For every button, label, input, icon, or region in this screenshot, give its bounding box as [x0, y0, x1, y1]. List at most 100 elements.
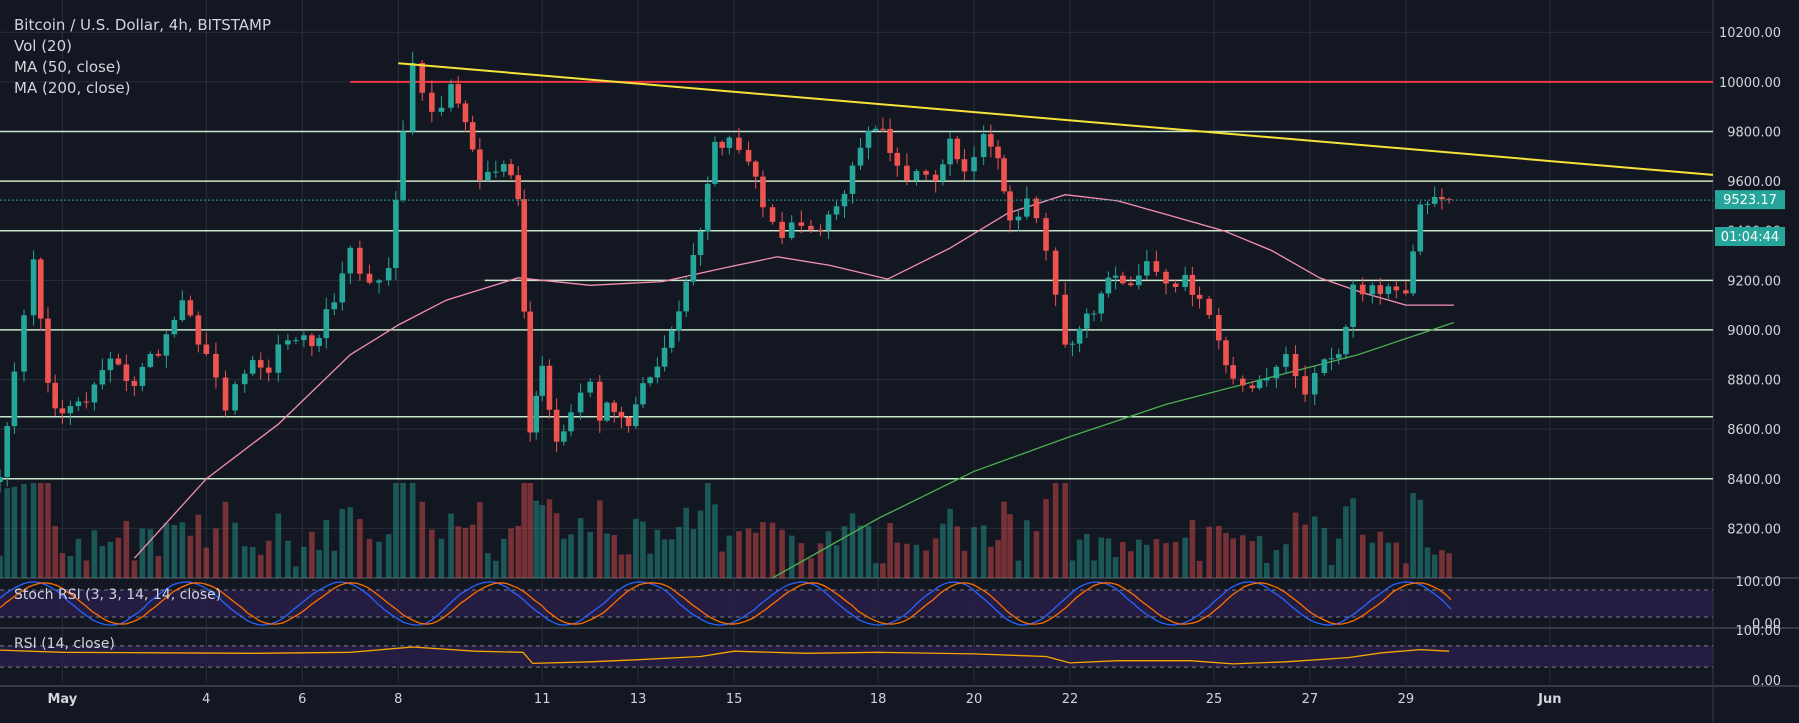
candle-body: [647, 377, 653, 384]
candle-body: [857, 147, 864, 166]
candle-body: [1424, 203, 1431, 205]
moving-averages: [133, 194, 1455, 579]
candle-body: [485, 171, 491, 180]
volume-bar: [501, 538, 507, 578]
candle-body: [1112, 275, 1119, 278]
volume-bar: [241, 546, 248, 578]
candle-body: [546, 365, 553, 410]
volume-bar: [825, 531, 832, 578]
candle-body: [107, 358, 114, 371]
volume-bar: [366, 538, 373, 578]
candle-body: [508, 164, 514, 176]
candle-body: [887, 128, 893, 153]
candle-body: [1230, 365, 1236, 379]
volume-bar: [462, 527, 469, 578]
candle-body: [769, 207, 776, 222]
date-axis[interactable]: May 4 6 8 11 13 15 18 20 22 25 27 29 Jun: [47, 692, 1561, 707]
volume-bar: [1321, 528, 1328, 578]
volume-bar: [817, 543, 824, 578]
price-tick-label: 8800.00: [1727, 374, 1781, 389]
candle-body: [171, 319, 178, 335]
candle-body: [448, 84, 454, 108]
candle-body: [971, 157, 977, 172]
indicator-label[interactable]: RSI (14, close): [14, 636, 115, 652]
trendline[interactable]: [398, 62, 1714, 176]
volume-bar: [469, 524, 476, 578]
volume-bar: [833, 545, 840, 578]
volume-bar: [647, 553, 653, 578]
volume-bar: [4, 488, 10, 578]
date-tick-label: Jun: [1537, 692, 1561, 707]
price-axis[interactable]: 10200.0010000.009800.009600.009400.00920…: [1719, 26, 1781, 537]
volume-bar: [640, 521, 646, 578]
candle-body: [1403, 290, 1409, 294]
candle-body: [980, 134, 987, 158]
candle-body: [241, 373, 248, 385]
volume-bar: [568, 534, 574, 578]
candle-body: [429, 92, 435, 112]
candle-body: [99, 370, 106, 385]
candle-body: [339, 273, 346, 303]
volume-bar: [752, 532, 759, 578]
candle-body: [618, 411, 625, 418]
stoch-rsi-panel[interactable]: Stoch RSI (3, 3, 14, 14, close) 100.00 0.0…: [0, 575, 1781, 632]
candle-body: [683, 281, 689, 312]
candle-body: [726, 137, 733, 148]
volume-bar: [661, 539, 668, 578]
indicator-label[interactable]: Stoch RSI (3, 3, 14, 14, close): [14, 587, 221, 603]
volume-bar: [668, 539, 675, 578]
candle-body: [587, 381, 593, 393]
candle-body: [501, 164, 507, 172]
volume-bar: [923, 550, 929, 578]
candle-body: [1385, 286, 1392, 294]
candle-body: [323, 309, 330, 339]
candle-body: [357, 247, 363, 274]
price-tick-label: 8200.00: [1727, 522, 1781, 537]
candle-body: [59, 408, 66, 414]
candle-body: [561, 431, 567, 442]
candle-body: [577, 392, 584, 413]
candle-body: [131, 380, 138, 386]
price-tick-label: 9200.00: [1727, 274, 1781, 289]
legend-volume[interactable]: Vol (20): [14, 37, 72, 55]
indicator-band-fill: [0, 590, 1713, 617]
rsi-panel[interactable]: RSI (14, close) 100.00 0.00: [0, 624, 1781, 689]
volume-bar: [1024, 520, 1030, 578]
stoch-d-line: [0, 582, 1452, 625]
candle-body: [1369, 285, 1376, 295]
candle-body: [752, 161, 759, 177]
candle-body: [163, 334, 170, 356]
candle-body: [477, 149, 483, 180]
volume-bar: [448, 513, 454, 578]
volume-bar: [45, 483, 51, 578]
candle-body: [249, 360, 256, 374]
candle-body: [37, 259, 44, 319]
stoch-k-line: [0, 581, 1452, 626]
candle-body: [697, 231, 704, 256]
candle-body: [1052, 250, 1059, 295]
volume-bar: [625, 554, 632, 578]
volume-bar: [1112, 556, 1119, 578]
candle-body: [1410, 251, 1416, 294]
candle-body: [719, 141, 725, 148]
volume-bar: [632, 518, 639, 578]
candle-body: [668, 330, 675, 348]
candle-body: [187, 300, 194, 316]
candle-body: [1172, 283, 1179, 287]
indicator-tick-label: 0.00: [1752, 674, 1781, 689]
price-tick-label: 8400.00: [1727, 473, 1781, 488]
volume-bar: [690, 529, 697, 578]
chart-title[interactable]: Bitcoin / U.S. Dollar, 4h, BITSTAMP: [14, 16, 271, 34]
volume-bar: [1076, 539, 1083, 578]
candle-body: [1091, 313, 1097, 315]
legend-ma50[interactable]: MA (50, close): [14, 58, 121, 76]
volume-bar: [347, 507, 354, 578]
candle-body: [1263, 378, 1270, 381]
descending-trendline[interactable]: [398, 62, 1714, 176]
candle-body: [203, 344, 210, 354]
candle-body: [825, 214, 832, 231]
volume-bar: [131, 560, 138, 578]
legend-ma200[interactable]: MA (200, close): [14, 79, 130, 97]
volume-bar: [561, 538, 567, 578]
